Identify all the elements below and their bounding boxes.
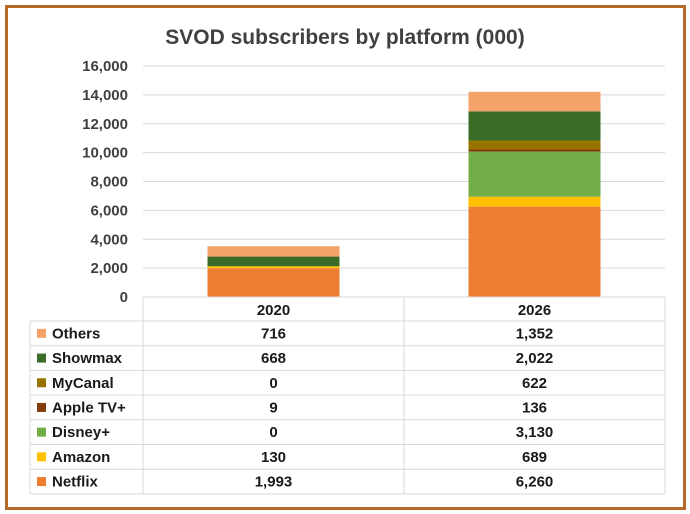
bar-segment-netflix	[207, 268, 340, 297]
bar-segment-amazon	[468, 196, 601, 207]
y-tick-label: 14,000	[82, 87, 128, 104]
bars	[207, 91, 601, 297]
y-tick-label: 4,000	[90, 231, 128, 248]
data-label: 9	[269, 399, 277, 416]
data-label: 136	[522, 399, 547, 416]
legend-label: MyCanal	[52, 375, 114, 392]
data-label: 6,260	[516, 474, 554, 491]
y-tick-label: 2,000	[90, 260, 128, 277]
y-tick-label: 16,000	[82, 58, 128, 75]
data-label: 689	[522, 449, 547, 466]
legend-swatch	[37, 328, 46, 338]
legend-label: Apple TV+	[52, 399, 126, 416]
y-tick-label: 8,000	[90, 174, 128, 191]
y-axis: 0 2,000 4,000 6,000 8,000 10,000 12,000 14,000 1…	[82, 58, 128, 306]
bar-segment-others	[207, 246, 340, 257]
legend-swatch	[37, 402, 46, 412]
legend-label: Disney+	[52, 424, 110, 441]
legend-label: Others	[52, 325, 100, 342]
y-tick-label: 6,000	[90, 202, 128, 219]
bar-segment-showmax	[207, 256, 340, 267]
legend-label: Netflix	[52, 474, 99, 491]
bar-segment-showmax	[468, 111, 601, 141]
legend-swatch	[37, 477, 46, 487]
legend-swatch	[37, 427, 46, 437]
data-label: 0	[269, 375, 277, 392]
x-category-label: 2020	[257, 302, 290, 319]
legend-label: Amazon	[52, 449, 110, 466]
y-tick-label: 10,000	[82, 145, 128, 162]
data-label: 1,993	[255, 474, 293, 491]
chart-title: SVOD subscribers by platform (000)	[165, 26, 524, 49]
bar-segment-apple-tv-	[468, 149, 601, 152]
legend-swatch	[37, 378, 46, 388]
data-label: 130	[261, 449, 286, 466]
bar-segment-disney-	[468, 151, 601, 197]
y-tick-label: 0	[120, 289, 128, 306]
x-category-label: 2026	[518, 302, 551, 319]
bar-segment-others	[468, 91, 601, 112]
data-label: 3,130	[516, 424, 554, 441]
data-table: 2020 2026 Others 716 1,352 Showmax 668 2,022 MyC…	[29, 296, 666, 495]
data-label: 2,022	[516, 350, 554, 367]
y-tick-label: 12,000	[82, 116, 128, 133]
data-label: 0	[269, 424, 277, 441]
bar-segment-mycanal	[468, 140, 601, 150]
bar-segment-netflix	[468, 206, 601, 297]
legend-swatch	[37, 452, 46, 462]
data-label: 622	[522, 375, 547, 392]
data-label: 1,352	[516, 325, 554, 342]
bar-segment-amazon	[207, 266, 340, 269]
data-label: 668	[261, 350, 286, 367]
legend-swatch	[37, 353, 46, 363]
legend-label: Showmax	[52, 350, 123, 367]
data-label: 716	[261, 325, 286, 342]
